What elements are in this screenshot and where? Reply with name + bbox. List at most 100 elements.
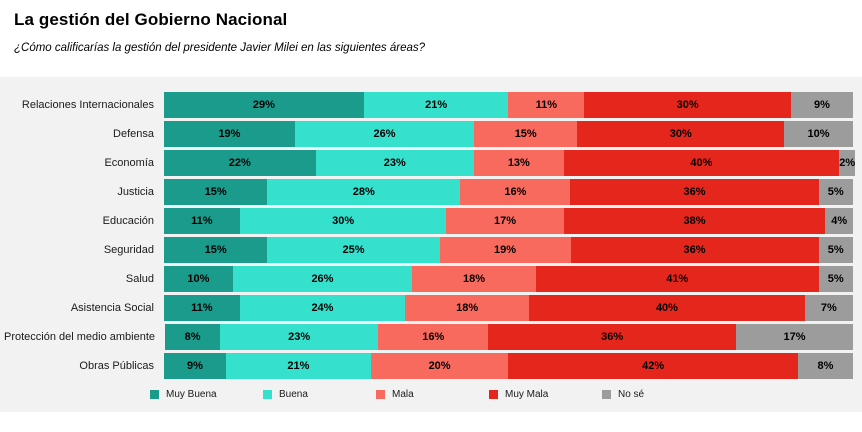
segment-value-label: 29% [252,98,275,111]
segment-value-label: 8% [184,330,201,343]
bar-segment: 42% [508,352,798,379]
bar-segment: 19% [439,236,571,263]
bar-segment: 15% [474,120,578,147]
segment-value-label: 30% [669,127,692,140]
chart-row: Obras Públicas 9% 21% 20% 42% 8% [4,351,853,380]
bar-segment: 16% [460,178,571,205]
bar-segment: 2% [839,149,856,176]
category-label: Economía [104,156,154,169]
bar-segment: 18% [412,265,537,292]
bar-segment: 4% [825,207,853,234]
legend-item: Muy Mala [489,389,602,400]
bar-segment: 41% [536,265,819,292]
segment-value-label: 15% [204,243,227,256]
segment-value-label: 26% [311,272,334,285]
stacked-bar: 22% 23% 13% 40% 2% [164,149,856,176]
bar-segment: 9% [164,352,226,379]
bar-segment: 21% [226,352,371,379]
stacked-bar: 15% 25% 19% 36% 5% [164,236,853,263]
segment-value-label: 21% [425,98,448,111]
segment-value-label: 16% [422,330,445,343]
chart-row: Educación 11% 30% 17% 38% 4% [4,206,853,235]
bar-segment: 11% [164,207,240,234]
category-label: Asistencia Social [70,301,154,314]
segment-value-label: 2% [839,156,856,169]
segment-value-label: 23% [383,156,406,169]
category-label: Relaciones Internacionales [21,98,154,111]
segment-value-label: 8% [817,359,834,372]
bar-segment: 30% [577,120,785,147]
segment-value-label: 19% [218,127,241,140]
legend-swatch-icon [150,390,159,399]
legend: Muy Buena Buena Mala Muy Mala No sé [150,389,853,400]
bar-segment: 17% [446,207,564,234]
bar-segment: 7% [804,294,853,321]
segment-value-label: 10% [807,127,830,140]
segment-value-label: 23% [288,330,311,343]
segment-value-label: 4% [831,214,848,227]
legend-label: Muy Buena [166,389,217,400]
bar-segment: 26% [294,120,475,147]
segment-value-label: 18% [463,272,486,285]
category-label: Justicia [117,185,154,198]
segment-value-label: 22% [228,156,251,169]
segment-value-label: 36% [683,185,706,198]
segment-value-label: 5% [827,185,844,198]
chart-rows: Relaciones Internacionales 29% 21% 11% 30% 9%… [4,90,856,380]
bar-segment: 23% [315,149,475,176]
segment-value-label: 25% [342,243,365,256]
segment-value-label: 17% [783,330,806,343]
segment-value-label: 10% [187,272,210,285]
legend-label: Muy Mala [505,389,549,400]
chart-row: Asistencia Social 11% 24% 18% 40% 7% [4,293,853,322]
stacked-bar: 9% 21% 20% 42% 8% [164,352,853,379]
chart-subtitle: ¿Cómo calificarías la gestión del presid… [14,42,426,54]
bar-segment: 8% [797,352,853,379]
legend-item: Muy Buena [150,389,263,400]
bar-segment: 28% [267,178,461,205]
segment-value-label: 36% [601,330,624,343]
bar-segment: 21% [363,91,509,118]
segment-value-label: 7% [820,301,837,314]
bar-segment: 25% [267,236,440,263]
bar-segment: 15% [164,178,268,205]
segment-value-label: 19% [494,243,517,256]
bar-segment: 10% [164,265,233,292]
legend-item: No sé [602,389,715,400]
category-label: Protección del medio ambiente [4,330,156,343]
segment-value-label: 16% [504,185,527,198]
bar-segment: 36% [488,323,736,350]
segment-value-label: 15% [204,185,227,198]
page-title: La gestión del Gobierno Nacional [14,10,288,29]
segment-value-label: 38% [683,214,706,227]
segment-value-label: 13% [507,156,530,169]
bar-segment: 8% [165,323,221,350]
bar-segment: 17% [736,323,853,350]
segment-value-label: 40% [655,301,678,314]
segment-value-label: 18% [456,301,479,314]
stacked-bar: 8% 23% 16% 36% 17% [165,323,853,350]
segment-value-label: 30% [332,214,355,227]
legend-swatch-icon [489,390,498,399]
segment-value-label: 28% [352,185,375,198]
bar-segment: 36% [570,236,819,263]
bar-segment: 26% [232,265,413,292]
stacked-bar-chart: Relaciones Internacionales 29% 21% 11% 30% 9%… [0,77,862,412]
chart-row: Defensa 19% 26% 15% 30% 10% [4,119,853,148]
segment-value-label: 20% [428,359,451,372]
bar-segment: 24% [239,294,406,321]
chart-row: Relaciones Internacionales 29% 21% 11% 30% 9% [4,90,853,119]
category-label: Salud [125,272,154,285]
stacked-bar: 15% 28% 16% 36% 5% [164,178,853,205]
chart-row: Salud 10% 26% 18% 41% 5% [4,264,853,293]
segment-value-label: 11% [191,214,213,227]
stacked-bar: 11% 30% 17% 38% 4% [164,207,853,234]
bar-segment: 15% [164,236,268,263]
legend-item: Mala [376,389,489,400]
bar-segment: 30% [584,91,791,118]
bar-segment: 16% [378,323,489,350]
segment-value-label: 26% [373,127,396,140]
category-label: Seguridad [103,243,154,256]
segment-value-label: 17% [494,214,517,227]
stacked-bar: 19% 26% 15% 30% 10% [164,120,853,147]
